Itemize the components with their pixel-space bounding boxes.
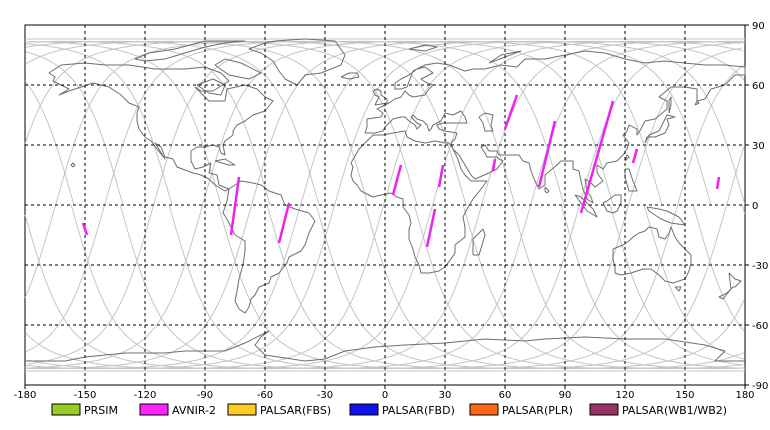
orbit-track [25,40,739,370]
legend: PRSIM AVNIR-2 PALSAR(FBS) PALSAR(FBD) PALSAR… [51,403,727,417]
swath-segment [491,158,497,172]
coastline-borneo [602,194,622,214]
x-tick-label: -60 [257,390,273,401]
x-tick-label: -120 [134,390,157,401]
y-tick-label: 0 [752,201,758,212]
swath-segment [277,202,291,244]
orbit-track [27,40,746,370]
orbit-track [24,40,746,370]
coastline-kamchatka-island [694,100,700,106]
legend-label: PALSAR(FBS) [260,404,331,417]
coastline-britain [372,88,388,106]
coastline-baffin [214,58,262,80]
x-tick-label: -180 [14,390,37,401]
orbit-track [25,40,741,370]
swath-segment [391,164,403,196]
y-tick-label: -90 [752,381,768,392]
x-tick-label: 30 [439,390,452,401]
x-tick-label: 150 [675,390,694,401]
coastline-canada-arctic [134,40,246,62]
observation-swaths [81,94,721,248]
coastline-japan [644,114,676,144]
legend-swatch [51,403,81,416]
coastline-taiwan [624,154,630,162]
swath-segment [81,222,89,236]
orbit-track [25,40,741,370]
x-tick-label: 0 [382,390,388,401]
coastline-tasmania [674,286,682,292]
swath-segment [579,100,615,214]
y-tick-label: -30 [752,261,768,272]
legend-item: AVNIR-2 [139,403,216,417]
legend-item: PALSAR(FBD) [349,403,455,417]
coastline-cuba [214,158,236,166]
x-tick-label: 90 [559,390,572,401]
swath-segment [503,94,519,130]
x-tick-label: -90 [197,390,213,401]
y-tick-label: 60 [752,81,765,92]
coastline-new-zealand [718,272,742,300]
swath-segment [425,208,437,248]
legend-label: PALSAR(FBD) [382,404,455,417]
legend-label: PALSAR(WB1/WB2) [622,404,727,417]
y-tick-label: 90 [752,21,765,32]
x-tick-labels: -180 -150 -120 -90 -60 -30 0 30 60 90 120 150 180 [14,385,755,401]
legend-swatch [227,403,257,416]
legend-label: PRSIM [84,404,118,417]
swath-segment [537,120,557,188]
x-tick-label: -30 [317,390,333,401]
orbit-track [24,40,746,370]
swath-segment [229,176,241,236]
legend-swatch [139,403,169,416]
legend-swatch [589,403,619,416]
coastline-europe-asia [364,50,746,204]
x-tick-label: 180 [735,390,754,401]
legend-swatch [349,403,379,416]
swath-segment [437,164,445,188]
coastline-novaya-zemlya [488,50,522,64]
coastline-sumatra [574,194,598,218]
x-tick-label: 60 [499,390,512,401]
x-tick-label: 120 [615,390,634,401]
y-tick-labels: 90 60 30 0 -30 -60 -90 [745,21,768,392]
legend-label: PALSAR(PLR) [502,404,573,417]
swath-segment [631,148,639,164]
coastline-africa [350,130,488,274]
coastlines [25,38,746,362]
x-tick-label: -150 [74,390,97,401]
coastline-madagascar [472,228,486,256]
coastline-sakhalin [668,96,672,114]
swath-segment [715,176,721,190]
orbit-track [25,40,745,370]
orbit-track [27,40,743,370]
coastline-sri-lanka [544,186,550,194]
y-tick-label: 30 [752,141,765,152]
orbit-track [25,40,739,370]
y-tick-label: -60 [752,321,768,332]
coastline-hawaii [70,162,76,168]
legend-item: PALSAR(WB1/WB2) [589,403,727,417]
legend-swatch [469,403,499,416]
legend-item: PALSAR(FBS) [227,403,331,417]
coastline-antarctica [25,330,745,362]
coastline-svalbard [408,44,438,52]
coastline-north-america [48,62,274,192]
legend-item: PRSIM [51,403,118,417]
legend-label: AVNIR-2 [172,404,216,417]
coastline-australia [612,226,692,284]
legend-item: PALSAR(PLR) [469,403,573,417]
coastline-iceland [340,72,360,80]
coastline-caspian [478,112,494,132]
graticule [25,25,745,385]
orbit-track [24,40,745,370]
coastline-hudson-bay [196,78,226,96]
